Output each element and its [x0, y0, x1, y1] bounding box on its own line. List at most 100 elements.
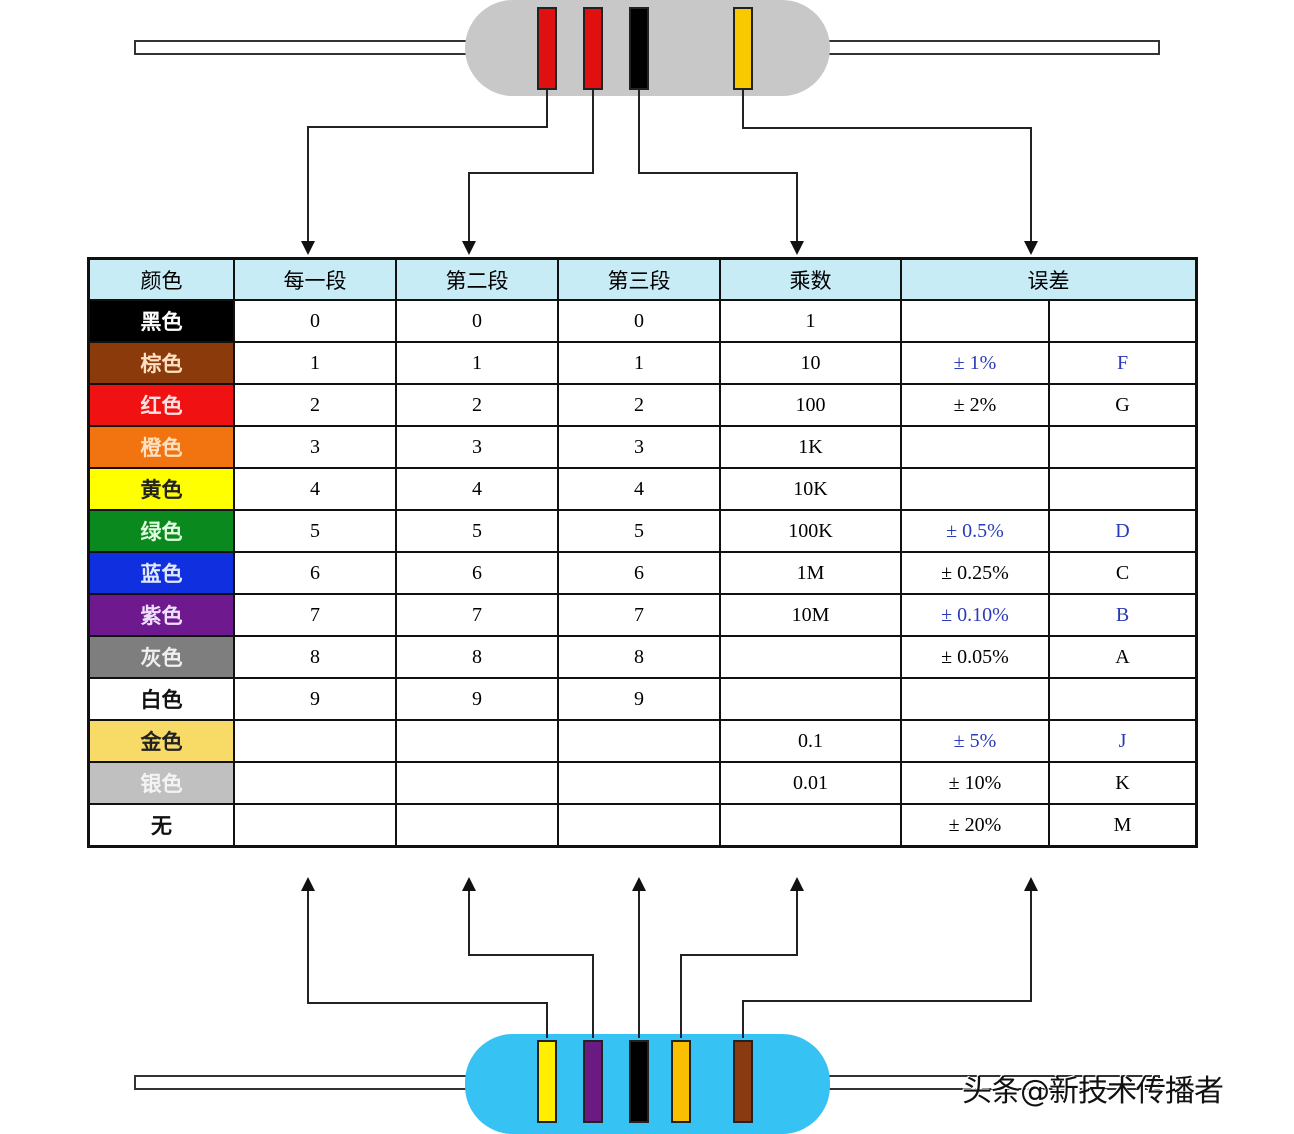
code-cell	[1048, 425, 1198, 469]
table-row: 无 ± 20% M	[87, 803, 1198, 848]
d1-cell: 1	[233, 341, 397, 385]
d2-cell: 1	[395, 341, 559, 385]
d2-cell: 6	[395, 551, 559, 595]
arrows	[301, 90, 1038, 1038]
d1-cell: 9	[233, 677, 397, 721]
d3-cell: 6	[557, 551, 721, 595]
mult-cell: 1M	[719, 551, 902, 595]
d1-cell	[233, 761, 397, 805]
header-cell: 乘数	[719, 257, 902, 301]
d2-cell: 4	[395, 467, 559, 511]
color-cell: 蓝色	[87, 551, 235, 595]
d2-cell: 9	[395, 677, 559, 721]
tol-cell	[900, 677, 1050, 721]
d1-cell: 4	[233, 467, 397, 511]
color-cell: 棕色	[87, 341, 235, 385]
tol-cell: ± 0.05%	[900, 635, 1050, 679]
header-cell: 误差	[900, 257, 1198, 301]
color-cell: 灰色	[87, 635, 235, 679]
tol-cell	[900, 299, 1050, 343]
table-row: 金色 0.1 ± 5% J	[87, 719, 1198, 763]
table-row: 红色 2 2 2 100 ± 2% G	[87, 383, 1198, 427]
color-cell: 红色	[87, 383, 235, 427]
table-row: 紫色 7 7 7 10M ± 0.10% B	[87, 593, 1198, 637]
color-band	[671, 1040, 691, 1123]
tol-cell	[900, 467, 1050, 511]
d3-cell: 0	[557, 299, 721, 343]
d3-cell	[557, 761, 721, 805]
d1-cell: 2	[233, 383, 397, 427]
color-cell: 紫色	[87, 593, 235, 637]
color-band	[583, 7, 603, 90]
d2-cell	[395, 719, 559, 763]
tol-cell: ± 2%	[900, 383, 1050, 427]
mult-cell	[719, 635, 902, 679]
code-cell	[1048, 299, 1198, 343]
mult-cell: 100	[719, 383, 902, 427]
code-cell	[1048, 467, 1198, 511]
d2-cell: 8	[395, 635, 559, 679]
tol-cell: ± 0.10%	[900, 593, 1050, 637]
code-cell: J	[1048, 719, 1198, 763]
code-cell: C	[1048, 551, 1198, 595]
tol-cell: ± 5%	[900, 719, 1050, 763]
tol-cell: ± 0.5%	[900, 509, 1050, 553]
header-cell: 颜色	[87, 257, 235, 301]
code-cell	[1048, 677, 1198, 721]
table-row: 黄色 4 4 4 10K	[87, 467, 1198, 511]
watermark: 头条@新技术传播者	[962, 1074, 1224, 1109]
color-band	[537, 7, 557, 90]
code-cell: A	[1048, 635, 1198, 679]
d3-cell: 3	[557, 425, 721, 469]
mult-cell: 0.01	[719, 761, 902, 805]
d1-cell	[233, 803, 397, 848]
bottom-resistor	[134, 1034, 1160, 1134]
d3-cell	[557, 719, 721, 763]
color-cell: 橙色	[87, 425, 235, 469]
mult-cell: 100K	[719, 509, 902, 553]
d3-cell: 9	[557, 677, 721, 721]
d1-cell	[233, 719, 397, 763]
code-cell: F	[1048, 341, 1198, 385]
color-band	[629, 1040, 649, 1123]
table-row: 银色 0.01 ± 10% K	[87, 761, 1198, 805]
d1-cell: 8	[233, 635, 397, 679]
header-cell: 第二段	[395, 257, 559, 301]
mult-cell: 10K	[719, 467, 902, 511]
table-row: 灰色 8 8 8 ± 0.05% A	[87, 635, 1198, 679]
top-resistor	[134, 0, 1160, 96]
d2-cell: 3	[395, 425, 559, 469]
mult-cell	[719, 803, 902, 848]
d2-cell: 5	[395, 509, 559, 553]
d2-cell: 7	[395, 593, 559, 637]
d1-cell: 3	[233, 425, 397, 469]
mult-cell: 10M	[719, 593, 902, 637]
code-cell: M	[1048, 803, 1198, 848]
mult-cell: 1K	[719, 425, 902, 469]
d2-cell	[395, 761, 559, 805]
d3-cell	[557, 803, 721, 848]
d2-cell: 2	[395, 383, 559, 427]
d1-cell: 6	[233, 551, 397, 595]
d3-cell: 7	[557, 593, 721, 637]
table-row: 棕色 1 1 1 10 ± 1% F	[87, 341, 1198, 385]
d3-cell: 4	[557, 467, 721, 511]
tol-cell: ± 10%	[900, 761, 1050, 805]
color-band	[733, 7, 753, 90]
d2-cell: 0	[395, 299, 559, 343]
code-cell: K	[1048, 761, 1198, 805]
code-cell: B	[1048, 593, 1198, 637]
color-band	[733, 1040, 753, 1123]
table-row: 橙色 3 3 3 1K	[87, 425, 1198, 469]
mult-cell: 10	[719, 341, 902, 385]
table-row: 白色 9 9 9	[87, 677, 1198, 721]
tol-cell: ± 20%	[900, 803, 1050, 848]
d2-cell	[395, 803, 559, 848]
color-cell: 绿色	[87, 509, 235, 553]
d1-cell: 5	[233, 509, 397, 553]
header-cell: 第三段	[557, 257, 721, 301]
mult-cell: 0.1	[719, 719, 902, 763]
d1-cell: 0	[233, 299, 397, 343]
tol-cell: ± 1%	[900, 341, 1050, 385]
d3-cell: 2	[557, 383, 721, 427]
